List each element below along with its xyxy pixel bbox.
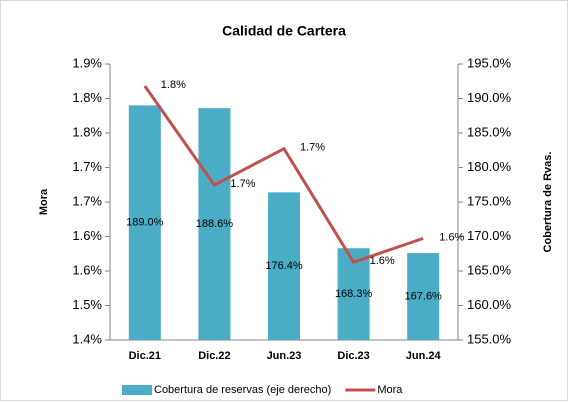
line-value-label: 1.6%: [370, 255, 395, 267]
line-value-label: 1.8%: [161, 79, 186, 91]
y2-tick-label: 160.0%: [467, 297, 512, 312]
y2-tick-label: 175.0%: [467, 193, 512, 208]
y-tick-label: 1.7%: [72, 193, 102, 208]
x-tick-label: Dic.21: [129, 350, 161, 362]
y-tick-label: 1.4%: [72, 331, 102, 346]
y2-axis-label: Cobertura de Rvas.: [542, 152, 554, 253]
legend-label: Mora: [377, 384, 403, 396]
y2-tick-label: 190.0%: [467, 90, 512, 105]
bar: [267, 192, 301, 340]
y-tick-label: 1.9%: [72, 55, 102, 70]
chart-title: Calidad de Cartera: [222, 23, 346, 39]
bar: [128, 105, 161, 341]
y2-tick-label: 185.0%: [467, 124, 512, 139]
y-tick-label: 1.7%: [72, 159, 102, 174]
x-tick-label: Jun.24: [406, 350, 442, 362]
line: [143, 85, 424, 265]
legend-swatch: [122, 385, 152, 395]
x-tick-label: Jun.23: [267, 350, 302, 362]
bar: [198, 108, 231, 340]
y-tick-label: 1.6%: [72, 262, 102, 277]
line-value-label: 1.6%: [439, 231, 464, 243]
y2-tick-label: 155.0%: [467, 331, 512, 346]
line-value-label: 1.7%: [230, 178, 255, 190]
legend-label: Cobertura de reservas (eje derecho): [154, 384, 331, 396]
bar-value-label: 189.0%: [126, 217, 164, 229]
y2-tick-label: 170.0%: [467, 228, 512, 243]
y2-tick-label: 195.0%: [467, 55, 512, 70]
y-tick-label: 1.8%: [72, 90, 102, 105]
y-tick-label: 1.5%: [72, 297, 102, 312]
bar-value-label: 167.6%: [405, 290, 443, 302]
y-tick-label: 1.6%: [72, 228, 102, 243]
y-tick-label: 1.8%: [72, 124, 102, 139]
x-tick-label: Dic.22: [198, 350, 230, 362]
y-axis-label: Mora: [38, 188, 50, 215]
bar-value-label: 188.6%: [196, 218, 234, 230]
bar: [407, 253, 440, 340]
y2-tick-label: 180.0%: [467, 159, 512, 174]
y2-tick-label: 165.0%: [467, 262, 512, 277]
bar-value-label: 176.4%: [265, 260, 303, 272]
bar-value-label: 168.3%: [335, 288, 373, 300]
x-tick-label: Dic.23: [337, 350, 369, 362]
line-value-label: 1.7%: [300, 142, 325, 154]
